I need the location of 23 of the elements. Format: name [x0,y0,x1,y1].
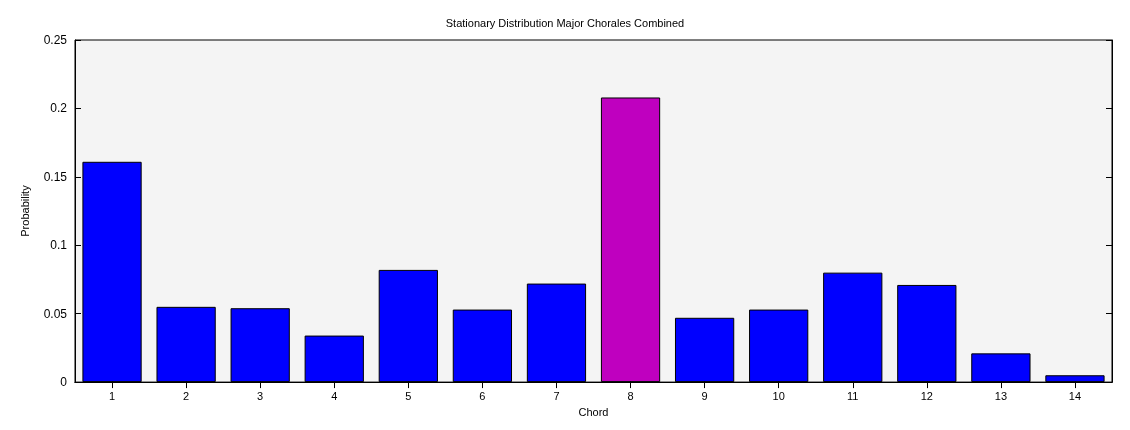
x-tick-label: 4 [331,389,338,402]
y-tick-label: 0 [60,375,68,390]
x-tick-label: 3 [257,389,264,402]
x-tick-label: 12 [920,389,933,402]
y-tick-label: 0.15 [43,169,68,184]
y-axis-title: Probability [18,184,31,237]
x-tick-label: 2 [183,389,190,402]
y-tick-label: 0.05 [43,306,68,321]
x-tick-label: 6 [479,389,486,402]
y-tick-label: 0.1 [50,238,68,253]
x-tick-label: 8 [627,389,634,402]
x-tick-label: 14 [1068,389,1082,402]
x-tick-label: 7 [553,389,560,402]
x-tick-label: 10 [772,389,785,402]
y-tick-label: 0.2 [50,101,68,116]
chart-title: Stationary Distribution Major Chorales Combined [445,16,685,29]
x-axis-title: Chord [578,405,609,418]
x-tick-label: 13 [994,389,1008,402]
x-tick-label: 9 [701,389,708,402]
x-tick-label: 1 [108,389,116,402]
x-tick-label: 5 [405,389,412,402]
x-tick-label: 11 [847,389,859,402]
y-tick-label: 0.25 [43,33,68,47]
